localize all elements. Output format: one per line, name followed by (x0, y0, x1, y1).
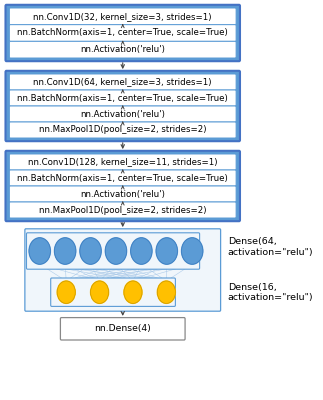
Text: Dense(16,
activation="relu"): Dense(16, activation="relu") (228, 282, 313, 302)
Text: nn.BatchNorm(axis=1, center=True, scale=True): nn.BatchNorm(axis=1, center=True, scale=… (17, 174, 228, 182)
Circle shape (156, 238, 177, 264)
Text: nn.BatchNorm(axis=1, center=True, scale=True): nn.BatchNorm(axis=1, center=True, scale=… (17, 28, 228, 38)
Circle shape (80, 238, 101, 264)
FancyBboxPatch shape (25, 229, 221, 311)
FancyBboxPatch shape (9, 74, 236, 90)
Text: nn.Dense(4): nn.Dense(4) (94, 324, 151, 333)
FancyBboxPatch shape (9, 170, 236, 186)
Text: nn.Activation('relu'): nn.Activation('relu') (80, 110, 165, 118)
Text: nn.Conv1D(128, kernel_size=11, strides=1): nn.Conv1D(128, kernel_size=11, strides=1… (28, 158, 217, 166)
Circle shape (131, 238, 152, 264)
FancyBboxPatch shape (9, 41, 236, 58)
Circle shape (157, 281, 175, 304)
Text: nn.Activation('relu'): nn.Activation('relu') (80, 45, 165, 54)
Text: nn.Conv1D(32, kernel_size=3, strides=1): nn.Conv1D(32, kernel_size=3, strides=1) (34, 12, 212, 21)
FancyBboxPatch shape (5, 71, 240, 141)
FancyBboxPatch shape (9, 8, 236, 25)
FancyBboxPatch shape (9, 25, 236, 41)
Text: Dense(64,
activation="relu"): Dense(64, activation="relu") (228, 237, 313, 257)
FancyBboxPatch shape (5, 151, 240, 221)
FancyBboxPatch shape (9, 90, 236, 106)
FancyBboxPatch shape (9, 202, 236, 218)
FancyBboxPatch shape (9, 154, 236, 170)
Text: nn.MaxPool1D(pool_size=2, strides=2): nn.MaxPool1D(pool_size=2, strides=2) (39, 126, 206, 134)
Text: nn.BatchNorm(axis=1, center=True, scale=True): nn.BatchNorm(axis=1, center=True, scale=… (17, 94, 228, 102)
FancyBboxPatch shape (51, 278, 175, 306)
FancyBboxPatch shape (60, 318, 185, 340)
Circle shape (124, 281, 142, 304)
FancyBboxPatch shape (9, 106, 236, 122)
Circle shape (29, 238, 50, 264)
Text: nn.Conv1D(64, kernel_size=3, strides=1): nn.Conv1D(64, kernel_size=3, strides=1) (34, 78, 212, 86)
Text: nn.Activation('relu'): nn.Activation('relu') (80, 190, 165, 198)
FancyBboxPatch shape (5, 5, 240, 61)
FancyBboxPatch shape (9, 122, 236, 138)
Text: nn.MaxPool1D(pool_size=2, strides=2): nn.MaxPool1D(pool_size=2, strides=2) (39, 206, 206, 214)
Circle shape (55, 238, 76, 264)
Circle shape (105, 238, 127, 264)
FancyBboxPatch shape (9, 186, 236, 202)
Circle shape (182, 238, 203, 264)
Circle shape (90, 281, 109, 304)
Circle shape (57, 281, 75, 304)
FancyBboxPatch shape (26, 233, 200, 269)
